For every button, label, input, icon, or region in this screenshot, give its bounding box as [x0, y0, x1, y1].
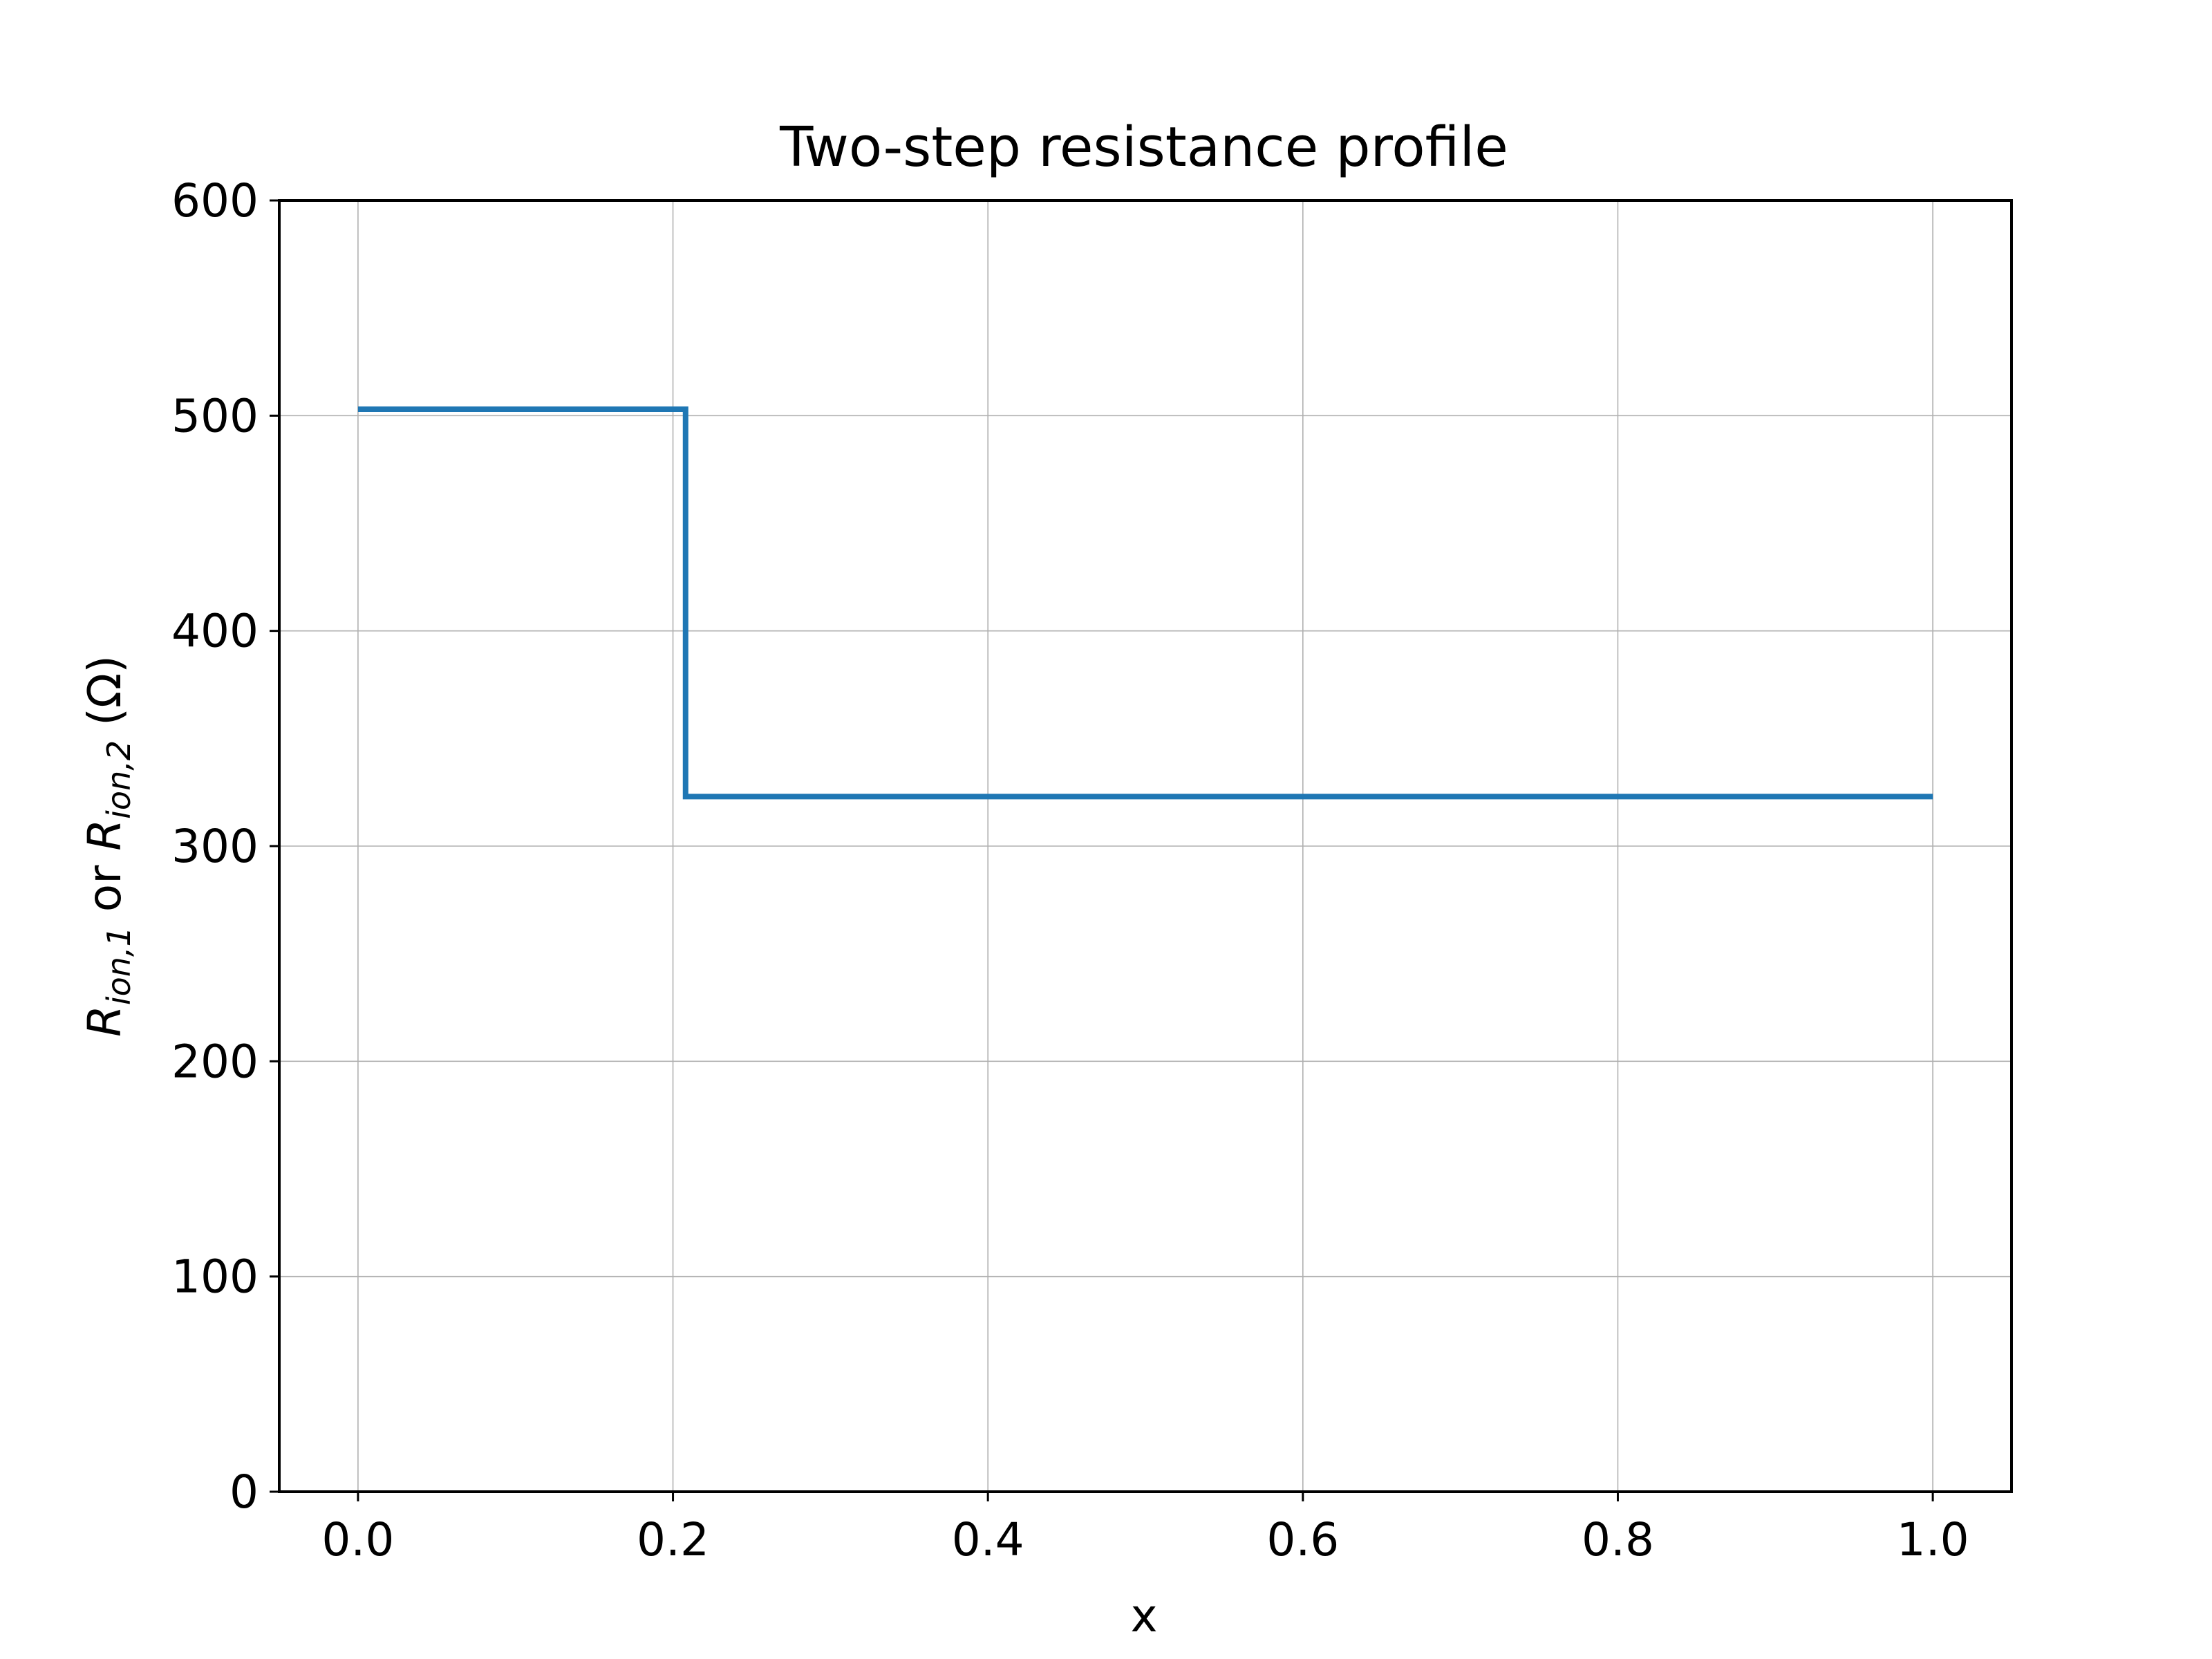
chart-title: Two-step resistance profile [779, 115, 1508, 179]
x-tick-label: 0.8 [1582, 1513, 1654, 1566]
x-axis-label: x [1130, 1589, 1157, 1642]
grid [279, 200, 2012, 1492]
y-axis-label: Rion,1 or Rion,2 (Ω) [78, 655, 138, 1037]
y-tick-label: 200 [171, 1035, 259, 1088]
y-axis-label-part: ion,2 [100, 740, 138, 819]
y-axis-label-part: ion,1 [100, 926, 138, 1005]
y-tick-label: 600 [171, 174, 259, 227]
x-tick-label: 0.4 [952, 1513, 1024, 1566]
y-tick-label: 100 [171, 1250, 259, 1304]
y-axis-label-part: (Ω) [78, 655, 131, 740]
y-axis-label-part: R [78, 1005, 131, 1037]
series-layer [357, 406, 1933, 800]
x-axis-ticks: 0.0 0.2 0.4 0.6 0.8 1.0 [321, 1492, 1969, 1566]
y-tick-label: 500 [171, 389, 259, 442]
x-tick-label: 1.0 [1897, 1513, 1969, 1566]
y-axis-label-part: R [78, 819, 131, 851]
y-tick-label: 400 [171, 605, 259, 658]
x-tick-label: 0.2 [637, 1513, 709, 1566]
y-axis-ticks: 0 100 200 300 400 500 600 [171, 174, 279, 1519]
y-tick-label: 300 [171, 820, 259, 873]
x-tick-label: 0.6 [1266, 1513, 1339, 1566]
y-axis-label-part: or [78, 851, 131, 926]
y-tick-label: 0 [229, 1465, 259, 1519]
series-line [357, 406, 1933, 800]
x-tick-label: 0.0 [321, 1513, 394, 1566]
